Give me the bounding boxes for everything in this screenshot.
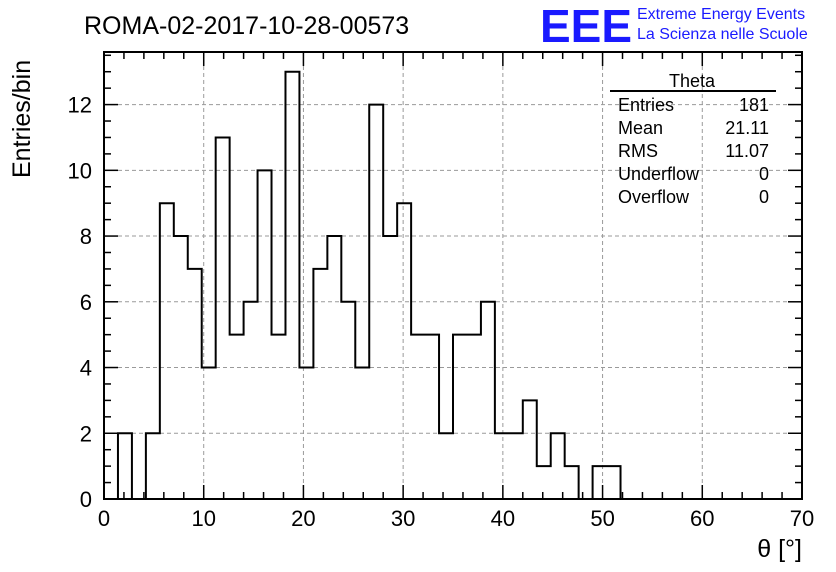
plot-frame <box>103 51 803 500</box>
axes <box>103 51 803 500</box>
brand-line-2: La Scienza nelle Scuole <box>637 26 808 43</box>
y-tick-label: 6 <box>80 290 92 315</box>
y-tick-label: 8 <box>80 224 92 249</box>
stats-label: Mean <box>618 118 663 138</box>
y-tick-label: 12 <box>68 93 92 118</box>
stats-value: 0 <box>759 164 769 184</box>
stats-value: 21.11 <box>725 118 769 138</box>
x-tick-label: 10 <box>191 506 215 531</box>
y-tick-label: 0 <box>80 487 92 512</box>
y-tick-label: 2 <box>80 421 92 446</box>
stats-label: Entries <box>618 95 674 115</box>
histogram-series <box>116 70 622 500</box>
brand-line-1: Extreme Energy Events <box>637 6 805 23</box>
eee-logo: EEE <box>540 0 632 52</box>
y-axis-title: Entries/bin <box>8 60 36 178</box>
stats-value: 181 <box>739 95 769 115</box>
stats-label: RMS <box>618 141 658 161</box>
grid-lines <box>104 52 802 499</box>
x-tick-label: 20 <box>291 506 315 531</box>
stats-title: Theta <box>669 71 716 91</box>
stats-value: 0 <box>759 187 769 207</box>
stats-rows: Entries 181 Mean 21.11 RMS 11.07 Underflow 0 Ove… <box>618 95 769 207</box>
stats-label: Underflow <box>618 164 700 184</box>
stats-box: Theta Entries 181 Mean 21.11 RMS 11.07 Underfl… <box>610 71 776 207</box>
x-tick-label: 0 <box>98 506 110 531</box>
y-tick-labels: 0 2 4 6 8 10 12 <box>68 93 92 512</box>
y-tick-label: 4 <box>80 356 92 381</box>
x-tick-labels: 0 10 20 30 40 50 60 70 <box>98 506 814 531</box>
x-tick-label: 60 <box>690 506 714 531</box>
chart-title: ROMA-02-2017-10-28-00573 <box>84 12 409 40</box>
x-tick-label: 50 <box>590 506 614 531</box>
stats-label: Overflow <box>618 187 690 207</box>
y-tick-label: 10 <box>68 158 92 183</box>
x-tick-label: 30 <box>391 506 415 531</box>
x-axis-title: θ [°] <box>757 535 802 563</box>
x-tick-label: 70 <box>790 506 814 531</box>
x-tick-label: 40 <box>491 506 515 531</box>
stats-value: 11.07 <box>725 141 769 161</box>
